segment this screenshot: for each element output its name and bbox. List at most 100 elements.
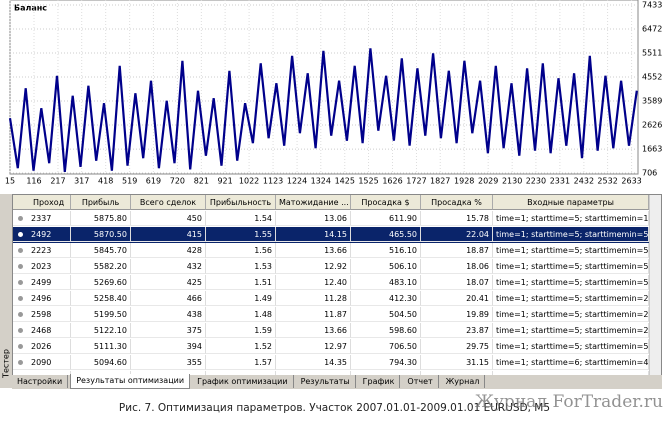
table-row[interactable]: 2496 5258.40 466 1.49 11.28 412.30 20.41 time=1… — [13, 291, 649, 307]
table-cell: 14.35 — [276, 355, 351, 370]
tab[interactable]: Настройки — [12, 375, 69, 388]
table-cell: 438 — [131, 307, 206, 322]
tab[interactable]: Отчет — [402, 375, 439, 388]
column-header[interactable]: Прибыльность — [206, 195, 276, 210]
x-tick-label: 1928 — [454, 177, 474, 186]
table-cell: 516.10 — [351, 243, 421, 258]
table-cell: 15.78 — [421, 211, 493, 226]
table-cell: 412.30 — [351, 291, 421, 306]
table-cell: 29.75 — [421, 339, 493, 354]
table-cell: 19.89 — [421, 307, 493, 322]
table-row[interactable]: 2026 5111.30 394 1.52 12.97 706.50 29.75 time=1… — [13, 339, 649, 355]
table-cell: 11.87 — [276, 307, 351, 322]
tab[interactable]: Результаты оптимизации — [70, 374, 191, 389]
x-tick-label: 1324 — [311, 177, 331, 186]
table-cell: 466 — [131, 291, 206, 306]
x-tick-label: 720 — [170, 177, 185, 186]
column-header[interactable]: Просадка % — [421, 195, 493, 210]
table-cell: 12.97 — [276, 339, 351, 354]
table-row[interactable]: 2337 5875.80 450 1.54 13.06 611.90 15.78 time=1… — [13, 211, 649, 227]
row-icon — [18, 344, 23, 349]
column-header[interactable]: Просадка $ — [351, 195, 421, 210]
chart: Баланс 706 1663 2626 3589 4552 5511 6472 7433 15… — [5, 0, 662, 186]
y-tick-label: 5511 — [642, 49, 662, 58]
table-cell: time=1; starttime=6; starttimemin=40; ..… — [493, 355, 649, 370]
table-cell: 5269.60 — [71, 275, 131, 290]
tab[interactable]: Результаты — [296, 375, 356, 388]
row-icon — [18, 280, 23, 285]
table-cell: 1.52 — [206, 339, 276, 354]
table-cell: 2118 — [13, 371, 71, 375]
x-tick-label: 1224 — [287, 177, 307, 186]
x-tick-label: 116 — [26, 177, 41, 186]
table-cell: 2496 — [13, 291, 71, 306]
table-cell: 794.30 — [351, 355, 421, 370]
table-cell: 706.50 — [351, 339, 421, 354]
table-row[interactable]: 2492 5870.50 415 1.55 14.15 465.50 22.04 time=1… — [13, 227, 649, 243]
table-cell: 2492 — [13, 227, 71, 242]
table-cell: 12.40 — [276, 275, 351, 290]
column-header[interactable]: Матожидание ... — [276, 195, 351, 210]
scrollbar[interactable] — [649, 195, 661, 375]
x-tick-label: 418 — [98, 177, 113, 186]
table-row[interactable]: 21185040.105261.409.58646.7034.52time=1;… — [13, 371, 649, 375]
table-cell: 2337 — [13, 211, 71, 226]
x-tick-label: 921 — [217, 177, 232, 186]
column-header[interactable]: Всего сделок — [131, 195, 206, 210]
table-cell: 465.50 — [351, 227, 421, 242]
tab[interactable]: График — [358, 375, 401, 388]
tab[interactable]: Журнал — [441, 375, 486, 388]
x-tick-label: 2633 — [621, 177, 641, 186]
table-cell: 20.41 — [421, 291, 493, 306]
table-cell: 5094.60 — [71, 355, 131, 370]
table-cell: 34.52 — [421, 371, 493, 375]
table-cell: 506.10 — [351, 259, 421, 274]
table-row[interactable]: 2223 5845.70 428 1.56 13.66 516.10 18.87 time=1… — [13, 243, 649, 259]
table-cell: 526 — [131, 371, 206, 375]
table-row[interactable]: 2023 5582.20 432 1.53 12.92 506.10 18.06 time=1… — [13, 259, 649, 275]
tab[interactable]: График оптимизации — [192, 375, 294, 388]
table-row[interactable]: 2468 5122.10 375 1.59 13.66 598.60 23.87 time=1… — [13, 323, 649, 339]
table-cell: time=1; starttime=5; starttimemin=50; ..… — [493, 259, 649, 274]
row-icon — [18, 312, 23, 317]
column-header[interactable]: Входные параметры — [493, 195, 649, 210]
table-cell: time=1; starttime=5; starttimemin=50; ..… — [493, 243, 649, 258]
x-tick-label: 2230 — [526, 177, 546, 186]
table-cell: 13.66 — [276, 243, 351, 258]
table-cell: 425 — [131, 275, 206, 290]
table-cell: 5258.40 — [71, 291, 131, 306]
y-tick-label: 706 — [642, 169, 657, 178]
table-cell: 415 — [131, 227, 206, 242]
table-cell: time=1; starttime=5; starttimemin=20; ..… — [493, 307, 649, 322]
x-tick-label: 1022 — [239, 177, 259, 186]
table-row[interactable]: 2598 5199.50 438 1.48 11.87 504.50 19.89 time=1… — [13, 307, 649, 323]
table-cell: 18.87 — [421, 243, 493, 258]
table-cell: 13.66 — [276, 323, 351, 338]
table-row[interactable]: 2090 5094.60 355 1.57 14.35 794.30 31.15 time=1… — [13, 355, 649, 371]
table-row[interactable]: 2499 5269.60 425 1.51 12.40 483.10 18.07 time=1… — [13, 275, 649, 291]
x-tick-label: 217 — [50, 177, 65, 186]
y-tick-label: 4552 — [642, 72, 662, 81]
x-tick-label: 2532 — [597, 177, 617, 186]
x-tick-label: 1425 — [335, 177, 355, 186]
x-tick-label: 1123 — [263, 177, 283, 186]
x-tick-label: 317 — [74, 177, 89, 186]
x-tick-label: 1525 — [358, 177, 378, 186]
y-tick-label: 6472 — [642, 25, 662, 34]
x-tick-label: 2130 — [502, 177, 522, 186]
x-tick-label: 1827 — [430, 177, 450, 186]
x-tick-label: 619 — [146, 177, 161, 186]
table-cell: 428 — [131, 243, 206, 258]
table-cell: time=1; starttime=5; starttimemin=20; ..… — [493, 323, 649, 338]
column-header[interactable]: Прибыль — [71, 195, 131, 210]
row-icon — [18, 216, 23, 221]
row-icon — [18, 264, 23, 269]
table-cell: 11.28 — [276, 291, 351, 306]
table-cell: time=1; starttime=5; starttimemin=50; ..… — [493, 275, 649, 290]
table-cell: 5870.50 — [71, 227, 131, 242]
x-tick-label: 1727 — [406, 177, 426, 186]
table-cell: 611.90 — [351, 211, 421, 226]
column-header[interactable]: Проход — [13, 195, 71, 210]
chart-title: Баланс — [14, 4, 47, 13]
